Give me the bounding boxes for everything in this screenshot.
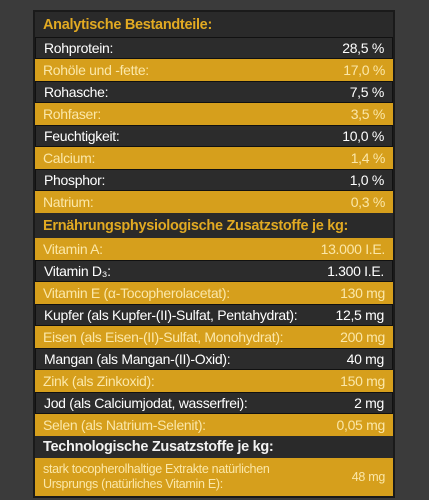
row-value: 200 mg — [340, 329, 385, 345]
row-label: Feuchtigkeit: — [44, 128, 120, 144]
row-value: 0,3 % — [350, 194, 386, 210]
row-value: 48 mg — [351, 470, 386, 484]
row-label: Rohprotein: — [44, 40, 114, 56]
row-label: stark tocopherolhaltige Extrakte natürli… — [43, 462, 270, 491]
row-value: 1,4 % — [350, 150, 386, 166]
table-row: Vitamin A: 13.000 I.E. — [35, 238, 393, 260]
table-row: Rohfaser: 3,5 % — [35, 103, 393, 125]
section-title: Analytische Bestandteile: — [43, 16, 212, 33]
row-label: Rohfaser: — [43, 106, 101, 122]
row-label: Calcium: — [43, 150, 96, 166]
row-label: Selen (als Natrium-Selenit): — [43, 417, 206, 433]
row-value: 13.000 I.E. — [320, 241, 386, 257]
table-row: Mangan (als Mangan-(II)-Oxid): 40 mg — [35, 348, 393, 370]
table-row: Jod (als Calciumjodat, wasserfrei): 2 mg — [35, 392, 393, 414]
table-row: stark tocopherolhaltige Extrakte natürli… — [35, 458, 393, 496]
table-row: Zink (als Zinkoxid): 150 mg — [35, 370, 393, 392]
row-value: 12,5 mg — [335, 307, 385, 323]
table-row: Natrium: 0,3 % — [35, 191, 393, 213]
row-label: Vitamin A: — [43, 241, 103, 257]
row-label: Mangan (als Mangan-(II)-Oxid): — [44, 351, 231, 367]
row-value: 0,05 mg — [336, 417, 386, 433]
row-value: 150 mg — [340, 373, 385, 389]
row-label: Eisen (als Eisen-(II)-Sulfat, Monohydrat… — [43, 329, 284, 345]
row-label: Zink (als Zinkoxid): — [43, 373, 155, 389]
table-row: Rohöle und -fette: 17,0 % — [35, 59, 393, 81]
row-value: 17,0 % — [343, 62, 385, 78]
row-value: 10,0 % — [342, 128, 384, 144]
table-row: Vitamin E (α-Tocopherolacetat): 130 mg — [35, 282, 393, 304]
table-row: Calcium: 1,4 % — [35, 147, 393, 169]
row-value: 3,5 % — [350, 106, 386, 122]
row-label: Natrium: — [43, 194, 94, 210]
table-row: Rohasche: 7,5 % — [35, 81, 393, 103]
row-label: Rohasche: — [44, 84, 109, 100]
section-title: Ernährungsphysiologische Zusatzstoffe je… — [43, 217, 349, 234]
table-row: Kupfer (als Kupfer-(II)-Sulfat, Pentahyd… — [35, 304, 393, 326]
row-label: Phosphor: — [44, 172, 106, 188]
table-row: Rohprotein: 28,5 % — [35, 37, 393, 59]
row-label: Vitamin E (α-Tocopherolacetat): — [43, 285, 230, 301]
nutrition-table: Analytische Bestandteile: Rohprotein: 28,5… — [33, 10, 395, 498]
row-value: 40 mg — [346, 351, 385, 367]
row-value: 1,0 % — [349, 172, 385, 188]
row-value: 1.300 I.E. — [327, 263, 384, 279]
row-value: 130 mg — [340, 285, 385, 301]
row-value: 28,5 % — [342, 40, 384, 56]
row-label: Rohöle und -fette: — [43, 62, 149, 78]
table-row: Eisen (als Eisen-(II)-Sulfat, Monohydrat… — [35, 326, 393, 348]
table-row: Vitamin D₃: 1.300 I.E. — [35, 260, 393, 282]
table-row: Feuchtigkeit: 10,0 % — [35, 125, 393, 147]
row-label: Jod (als Calciumjodat, wasserfrei): — [44, 395, 248, 411]
row-value: 2 mg — [354, 395, 384, 411]
section-title: Technologische Zusatzstoffe je kg: — [43, 439, 274, 455]
row-label: Kupfer (als Kupfer-(II)-Sulfat, Pentahyd… — [44, 307, 298, 323]
table-row: Phosphor: 1,0 % — [35, 169, 393, 191]
row-label: Vitamin D₃: — [44, 263, 111, 279]
table-row: Selen (als Natrium-Selenit): 0,05 mg — [35, 414, 393, 436]
row-value: 7,5 % — [349, 84, 385, 100]
